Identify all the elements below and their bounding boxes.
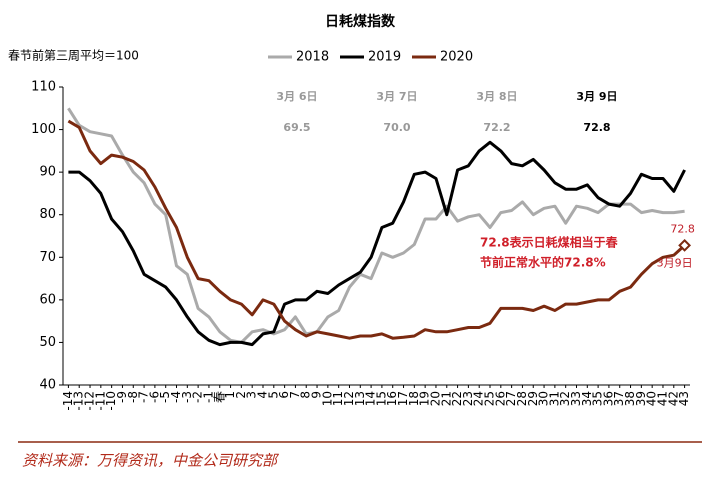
x-tick-label: 40	[645, 391, 659, 406]
x-tick-label: -13	[72, 391, 86, 411]
y-tick-label: 90	[39, 165, 56, 180]
x-tick-label: 14	[364, 391, 378, 406]
x-tick-label: 31	[547, 391, 561, 406]
x-tick-label: 22	[450, 391, 464, 406]
x-tick-label: 6	[277, 391, 291, 399]
annotation-date: 3月 6日	[276, 90, 317, 103]
x-tick-label: 27	[504, 391, 518, 406]
x-tick-label: 11	[331, 391, 345, 406]
x-tick-label: -2	[191, 391, 205, 403]
x-tick-label: -6	[147, 391, 161, 403]
chart-title: 日耗煤指数	[325, 13, 396, 30]
x-tick-label: -14	[61, 391, 75, 411]
x-tick-label: -5	[158, 391, 172, 403]
x-tick-label: 7	[288, 391, 302, 399]
y-tick-label: 60	[39, 292, 56, 307]
x-tick-label: 19	[418, 391, 432, 406]
x-tick-label: -9	[115, 391, 129, 403]
series-line	[67, 119, 686, 340]
x-tick-label: 13	[353, 391, 367, 406]
annotation-date: 3月 8日	[476, 90, 517, 103]
annotation-value: 72.2	[483, 121, 510, 134]
y-axis-label: 春节前第三周平均＝100	[8, 48, 139, 63]
x-tick-label: -4	[169, 391, 183, 403]
x-tick-label: 38	[623, 391, 637, 406]
legend-label: 2018	[296, 50, 329, 65]
x-tick-label: 36	[601, 391, 615, 406]
x-tick-label: 39	[634, 391, 648, 406]
x-tick-label: 8	[299, 391, 313, 399]
x-tick-label: 32	[558, 391, 572, 406]
x-tick-label: 12	[342, 391, 356, 406]
x-tick-label: 4	[255, 391, 269, 399]
end-date-label: 3月9日	[657, 256, 693, 269]
x-tick-label: 26	[493, 391, 507, 406]
end-marker	[678, 238, 692, 252]
x-tick-label: 41	[655, 391, 669, 406]
annotation-value: 72.8	[583, 121, 610, 134]
legend-label: 2020	[440, 50, 473, 65]
note: 节前正常水平的72.8%	[480, 255, 606, 270]
x-tick-label: -11	[93, 391, 107, 411]
x-tick-label: 28	[515, 391, 529, 406]
x-tick-label: 21	[439, 391, 453, 406]
x-tick-label: 3	[245, 391, 259, 399]
y-tick-label: 50	[39, 335, 56, 350]
x-tick-label: -7	[137, 391, 151, 403]
x-tick-label: 16	[385, 391, 399, 406]
x-tick-label: -3	[180, 391, 194, 403]
x-tick-label: 25	[483, 391, 497, 406]
x-tick-label: 9	[310, 391, 324, 399]
x-tick-label: 2	[234, 391, 248, 399]
x-tick-label: 20	[428, 391, 442, 406]
x-tick-label: 30	[537, 391, 551, 406]
annotation-value: 70.0	[383, 121, 410, 134]
x-tick-label: -1	[201, 391, 215, 403]
legend-label: 2019	[368, 50, 401, 65]
series-line	[67, 107, 685, 344]
x-tick-label: 23	[461, 391, 475, 406]
x-tick-label: -10	[104, 391, 118, 411]
y-tick-label: 70	[39, 250, 56, 265]
annotation-value: 69.5	[283, 121, 310, 134]
annotation-date: 3月 9日	[576, 90, 617, 103]
x-tick-label: 15	[374, 391, 388, 406]
x-tick-label: 18	[407, 391, 421, 406]
x-tick-label: 35	[591, 391, 605, 406]
annotation-date: 3月 7日	[376, 90, 417, 103]
end-value-label: 72.8	[670, 222, 695, 235]
y-tick-label: 100	[31, 122, 56, 137]
x-tick-label: 37	[612, 391, 626, 406]
note: 72.8表示日耗煤相当于春	[480, 235, 619, 250]
y-tick-label: 80	[39, 207, 56, 222]
x-tick-label: -8	[126, 391, 140, 403]
x-tick-label: 43	[677, 391, 691, 406]
x-tick-label: 17	[396, 391, 410, 406]
series-line	[68, 140, 686, 347]
y-tick-label: 40	[39, 378, 56, 393]
x-tick-label: 5	[266, 391, 280, 399]
x-tick-label: 42	[666, 391, 680, 406]
x-tick-label: 1	[223, 391, 237, 399]
x-tick-label: 春	[212, 391, 226, 403]
x-tick-label: -12	[83, 391, 97, 411]
x-tick-label: 29	[526, 391, 540, 406]
source: 资料来源：万得资讯，中金公司研究部	[22, 452, 280, 470]
y-tick-label: 110	[31, 80, 56, 95]
x-tick-label: 24	[472, 391, 486, 406]
x-tick-label: 34	[580, 391, 594, 406]
x-tick-label: 33	[569, 391, 583, 406]
x-tick-label: 10	[320, 391, 334, 406]
